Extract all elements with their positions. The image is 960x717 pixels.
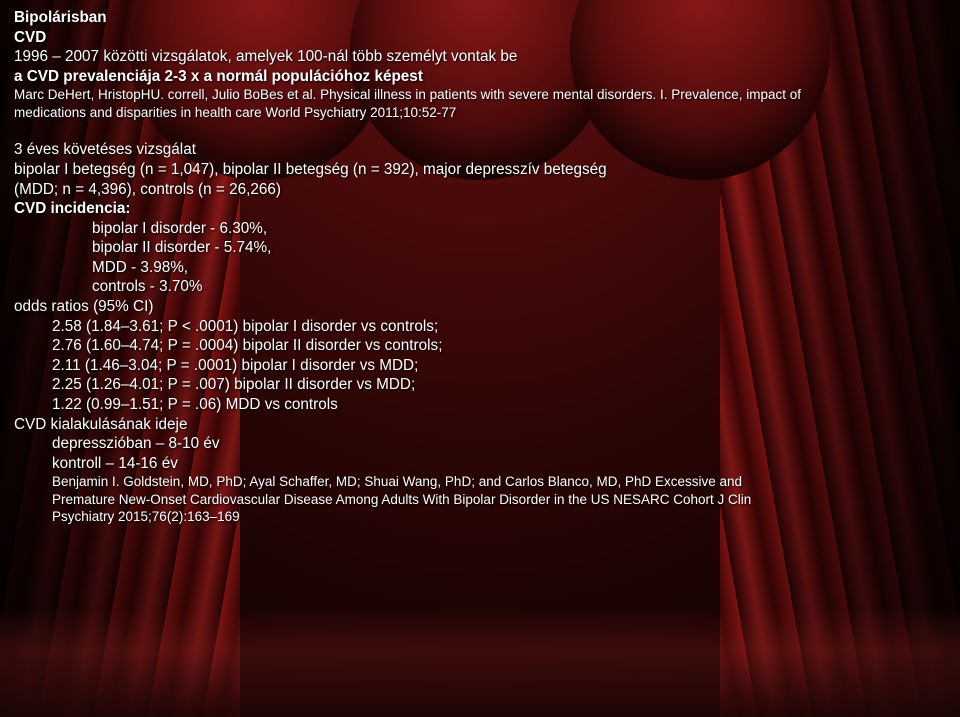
citation-line: Psychiatry 2015;76(2):163–169: [14, 508, 946, 525]
indented-stat: 1.22 (0.99–1.51; P = .06) MDD vs control…: [14, 395, 946, 415]
indented-stat: bipolar I disorder - 6.30%,: [14, 219, 946, 239]
indented-line: depresszióban – 8-10 év: [14, 434, 946, 454]
body-line: 1996 – 2007 közötti vizsgálatok, amelyek…: [14, 47, 946, 67]
slide-title-1: Bipolárisban: [14, 8, 946, 28]
blank-line: [14, 121, 946, 141]
citation-line: medications and disparities in health ca…: [14, 104, 946, 121]
indented-stat: bipolar II disorder - 5.74%,: [14, 238, 946, 258]
body-line: odds ratios (95% CI): [14, 297, 946, 317]
indented-stat: 2.58 (1.84–3.61; P < .0001) bipolar I di…: [14, 317, 946, 337]
body-line-bold: CVD incidencia:: [14, 199, 946, 219]
body-line: bipolar I betegség (n = 1,047), bipolar …: [14, 160, 946, 180]
body-line-bold: a CVD prevalenciája 2-3 x a normál popul…: [14, 67, 946, 87]
citation-line: Benjamin I. Goldstein, MD, PhD; Ayal Sch…: [14, 473, 946, 490]
citation-line: Marc DeHert, HristopHU. correll, Julio B…: [14, 86, 946, 103]
indented-stat: controls - 3.70%: [14, 277, 946, 297]
body-line: 3 éves követéses vizsgálat: [14, 140, 946, 160]
indented-stat: 2.11 (1.46–3.04; P = .0001) bipolar I di…: [14, 356, 946, 376]
indented-stat: MDD - 3.98%,: [14, 258, 946, 278]
body-line: CVD kialakulásának ideje: [14, 415, 946, 435]
indented-stat: 2.25 (1.26–4.01; P = .007) bipolar II di…: [14, 375, 946, 395]
indented-line: kontroll – 14-16 év: [14, 454, 946, 474]
slide-title-2: CVD: [14, 28, 946, 48]
indented-stat: 2.76 (1.60–4.74; P = .0004) bipolar II d…: [14, 336, 946, 356]
slide-content: Bipolárisban CVD 1996 – 2007 közötti viz…: [14, 8, 946, 709]
body-line: (MDD; n = 4,396), controls (n = 26,266): [14, 180, 946, 200]
citation-line: Premature New-Onset Cardiovascular Disea…: [14, 491, 946, 508]
